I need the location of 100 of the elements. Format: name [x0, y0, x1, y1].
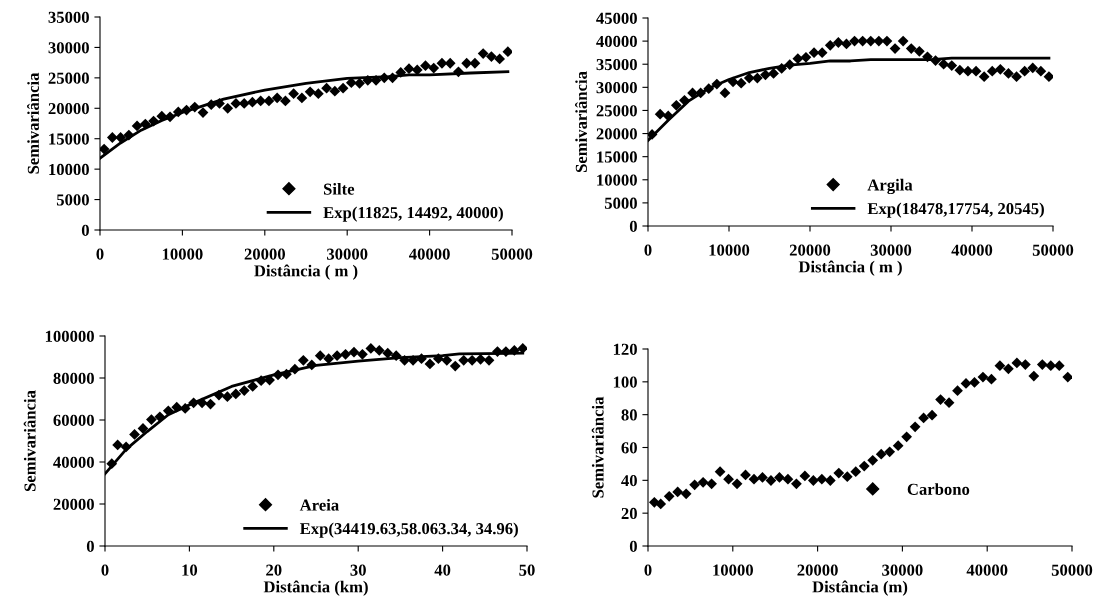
- point: [994, 360, 1006, 372]
- x-tick-label: 0: [644, 564, 652, 576]
- point: [469, 57, 481, 69]
- y-tick-label: 10000: [49, 163, 89, 176]
- point: [782, 473, 794, 485]
- point: [365, 343, 377, 354]
- y-tick-label: 120: [613, 343, 637, 355]
- y-tick-label: 0: [81, 224, 89, 236]
- x-axis-title: Distância (km): [263, 580, 368, 596]
- point: [340, 348, 351, 360]
- point: [428, 62, 440, 74]
- point: [918, 412, 929, 424]
- point: [784, 59, 796, 71]
- x-tick-label: 0: [96, 248, 104, 260]
- point: [680, 488, 692, 500]
- point: [977, 371, 989, 383]
- point: [943, 397, 955, 409]
- y-axis-title: Semivariância: [27, 72, 39, 174]
- point: [808, 47, 820, 59]
- point: [901, 431, 913, 443]
- x-axis-title: Distância ( m ): [254, 264, 358, 280]
- point: [272, 369, 284, 381]
- point: [909, 421, 921, 433]
- point: [492, 346, 503, 357]
- point: [774, 472, 785, 483]
- x-tick-label: 10000: [162, 248, 203, 260]
- point: [399, 354, 410, 366]
- y-tick-label: 25000: [596, 105, 637, 117]
- point: [743, 72, 755, 84]
- x-tick-label: 50000: [1051, 564, 1093, 576]
- point: [655, 498, 667, 510]
- point: [348, 346, 360, 358]
- point: [390, 350, 402, 362]
- point: [1003, 363, 1014, 375]
- legend-label: Exp(18478,17754, 20545): [867, 202, 1044, 218]
- point: [1019, 359, 1031, 370]
- y-tick-label: 35000: [48, 11, 89, 23]
- point: [112, 439, 124, 451]
- point: [304, 86, 316, 98]
- y-tick-label: 30000: [596, 82, 637, 94]
- point: [687, 87, 698, 99]
- point: [370, 74, 382, 86]
- point: [314, 350, 326, 362]
- point: [420, 60, 431, 72]
- point: [129, 429, 140, 440]
- point: [188, 397, 199, 409]
- point: [824, 475, 836, 486]
- x-tick-label: 20000: [789, 244, 831, 256]
- point: [222, 391, 233, 403]
- point: [731, 478, 743, 490]
- x-tick-label: 50000: [1032, 244, 1074, 256]
- y-tick-label: 80: [621, 409, 637, 421]
- point: [799, 470, 811, 482]
- y-tick-label: 35000: [596, 58, 637, 71]
- point: [106, 132, 118, 143]
- point: [946, 60, 958, 71]
- point: [164, 111, 176, 123]
- point: [760, 69, 771, 81]
- point: [137, 423, 149, 434]
- point: [719, 87, 731, 99]
- point: [875, 448, 887, 460]
- x-tick-label: 20000: [244, 248, 285, 260]
- point: [663, 490, 675, 502]
- point: [382, 347, 394, 359]
- point: [331, 350, 343, 362]
- point: [115, 132, 126, 143]
- point: [329, 85, 341, 97]
- point: [181, 104, 192, 116]
- x-tick-label: 20000: [797, 564, 838, 576]
- point: [994, 63, 1006, 75]
- legend-label: Carbono: [907, 483, 970, 495]
- point: [337, 82, 349, 94]
- y-tick-label: 20000: [53, 498, 94, 510]
- point: [517, 343, 527, 354]
- point: [935, 394, 946, 405]
- point: [139, 118, 151, 130]
- point: [1011, 71, 1022, 83]
- x-axis-title: Distância (m): [812, 580, 908, 596]
- point: [776, 63, 788, 74]
- point: [986, 373, 997, 385]
- point: [897, 35, 909, 47]
- point: [757, 472, 768, 483]
- point: [832, 37, 844, 48]
- point: [930, 55, 941, 66]
- point: [792, 53, 804, 65]
- point: [816, 473, 828, 485]
- point: [312, 88, 324, 100]
- point: [892, 440, 904, 452]
- y-tick-label: 100000: [45, 330, 94, 342]
- point: [670, 99, 682, 111]
- point: [849, 35, 860, 47]
- point: [106, 458, 118, 470]
- x-tick-label: 50: [519, 564, 535, 576]
- x-tick-label: 20: [266, 564, 282, 576]
- point: [255, 375, 267, 387]
- point: [703, 83, 715, 95]
- x-tick-label: 0: [101, 564, 109, 576]
- y-tick-label: 40: [621, 475, 637, 487]
- point: [247, 381, 259, 392]
- point: [387, 72, 398, 84]
